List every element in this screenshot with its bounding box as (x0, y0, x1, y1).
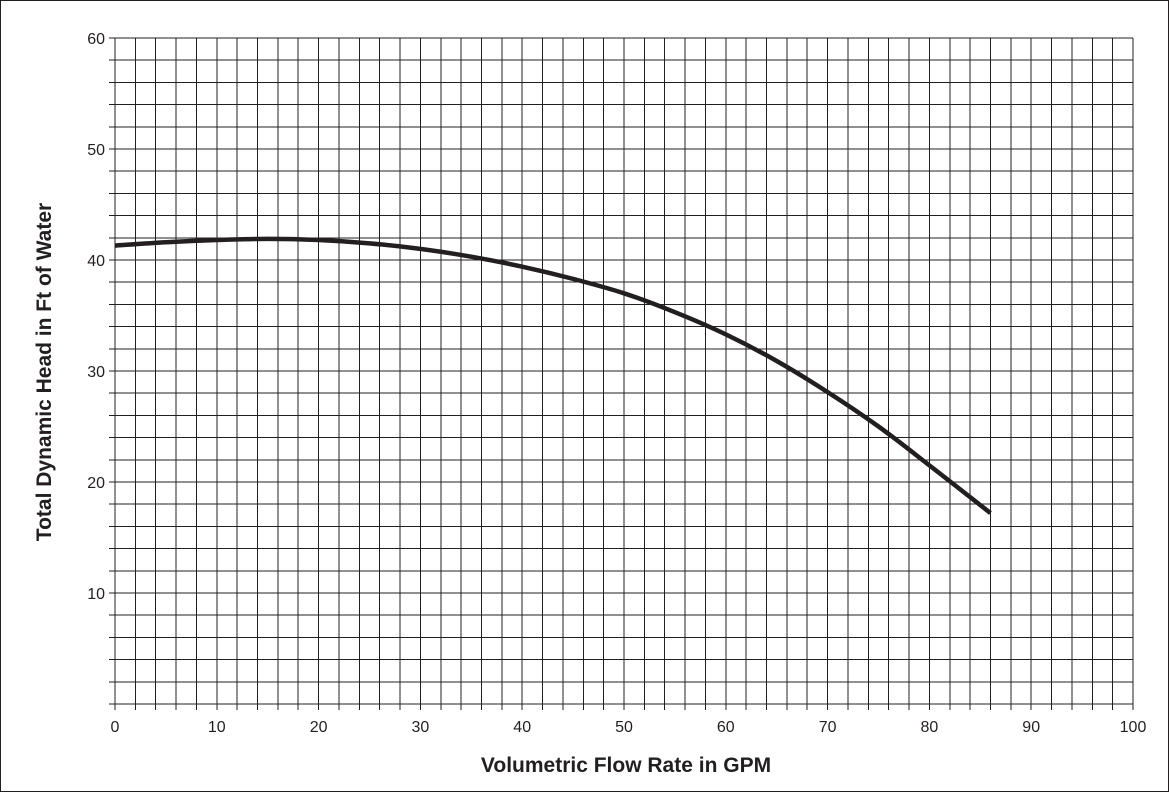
x-tick-label: 100 (1120, 719, 1147, 736)
grid (109, 37, 1134, 710)
series-line (114, 236, 992, 515)
x-axis-title: Volumetric Flow Rate in GPM (481, 754, 771, 777)
x-tick-label: 0 (111, 719, 120, 736)
x-tick-label: 70 (819, 719, 837, 736)
y-tick-label: 60 (87, 31, 105, 48)
x-tick-label: 90 (1022, 719, 1040, 736)
x-tick-label: 50 (615, 719, 633, 736)
x-tick-label: 20 (310, 719, 328, 736)
x-tick-label: 60 (717, 719, 735, 736)
y-tick-label: 40 (87, 253, 105, 270)
y-tick-label: 30 (87, 364, 105, 381)
tick-labels: 0 10 20 30 40 50 60 70 80 90 100 10 20 30 40 50 60 (87, 31, 1146, 736)
x-tick-label: 10 (208, 719, 226, 736)
y-tick-label: 50 (87, 142, 105, 159)
x-tick-label: 40 (513, 719, 531, 736)
y-tick-label: 10 (87, 586, 105, 603)
y-tick-label: 20 (87, 475, 105, 492)
x-tick-label: 30 (412, 719, 430, 736)
x-tick-label: 80 (921, 719, 939, 736)
y-axis-title: Total Dynamic Head in Ft of Water (33, 203, 56, 541)
series-layer (114, 236, 992, 515)
